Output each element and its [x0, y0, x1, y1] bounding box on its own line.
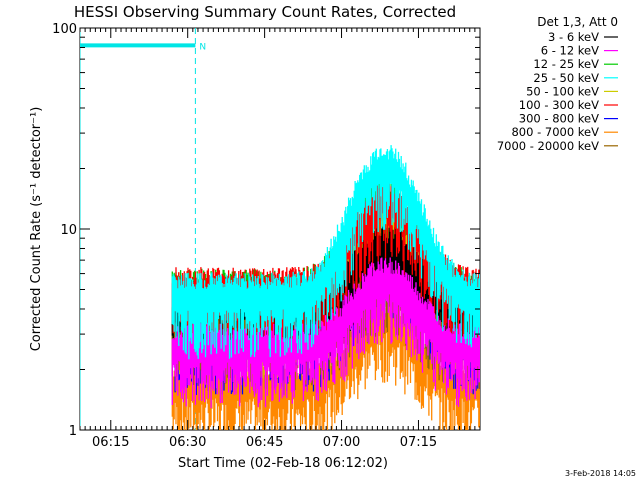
x-axis-label: Start Time (02-Feb-18 06:12:02) [178, 456, 388, 471]
legend-label: 50 - 100 keV [526, 84, 599, 98]
legend-label: 12 - 25 keV [533, 57, 599, 71]
x-tick-label: 07:15 [400, 435, 437, 450]
y-axis-label: Corrected Count Rate (s⁻¹ detector⁻¹) [29, 107, 44, 352]
legend-title: Det 1,3, Att 0 [537, 15, 618, 29]
x-tick-label: 06:30 [169, 435, 206, 450]
generation-timestamp: 3-Feb-2018 14:05 [565, 469, 636, 478]
series-layer [171, 145, 480, 430]
y-tick-label: 100 [52, 22, 77, 37]
y-tick-label: 10 [60, 223, 77, 238]
series-trace-25-50-kev [171, 145, 480, 360]
legend-label: 6 - 12 keV [541, 44, 599, 58]
x-tick-label: 07:00 [323, 435, 360, 450]
axes-layer: 1 10 100 06:15 06:30 06:45 07:00 07:15 [52, 22, 481, 450]
legend-label: 300 - 800 keV [519, 112, 599, 126]
chart-title: HESSI Observing Summary Count Rates, Cor… [74, 3, 456, 21]
legend-label: 25 - 50 keV [533, 71, 599, 85]
legend-label: 7000 - 20000 keV [497, 139, 599, 153]
y-tick-label: 1 [69, 424, 77, 439]
x-tick-label: 06:15 [92, 435, 129, 450]
legend-label: 3 - 6 keV [548, 30, 599, 44]
x-tick-label: 06:45 [246, 435, 283, 450]
legend-label: 100 - 300 keV [519, 98, 599, 112]
series-trace-6-12-kev [171, 257, 480, 409]
night-marker-label: N [199, 42, 206, 52]
legend-label: 800 - 7000 keV [511, 125, 599, 139]
